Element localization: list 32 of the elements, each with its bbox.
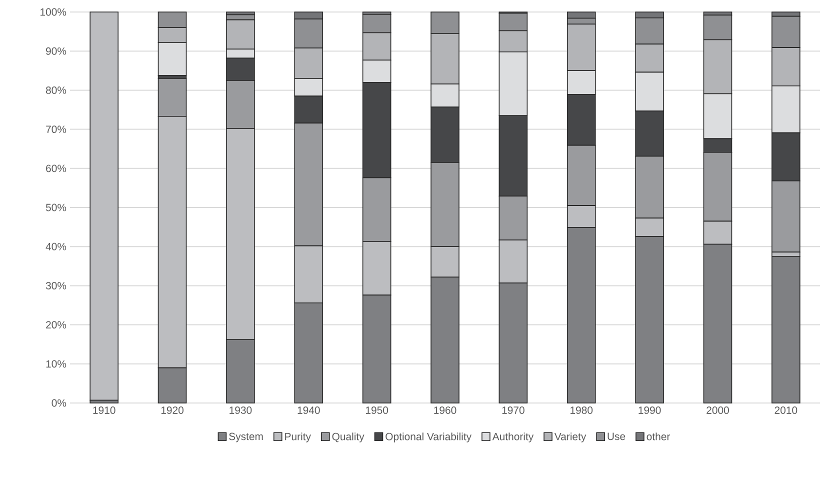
y-tick-label: 20% bbox=[46, 321, 66, 329]
y-tick-label: 70% bbox=[46, 126, 66, 134]
bar bbox=[772, 256, 800, 404]
x-tick-label: 1910 bbox=[93, 406, 116, 414]
y-tick-label: 100% bbox=[40, 8, 66, 16]
legend-label: Quality bbox=[332, 432, 364, 442]
y-tick-label: 80% bbox=[46, 86, 66, 94]
y-tick-label: 50% bbox=[46, 204, 66, 212]
x-tick-label: 1990 bbox=[638, 406, 661, 414]
y-tick-label: 0% bbox=[52, 399, 66, 407]
y-tick-label: 60% bbox=[46, 164, 66, 172]
x-tick-label: 1970 bbox=[502, 406, 524, 414]
y-tick-label: 90% bbox=[46, 47, 66, 55]
legend-label: Use bbox=[608, 432, 626, 440]
legend-label: Purity bbox=[285, 432, 311, 442]
x-tick-label: 1980 bbox=[570, 406, 593, 414]
bar bbox=[90, 12, 118, 401]
x-tick-label: 1940 bbox=[298, 406, 320, 414]
x-tick-label: 1950 bbox=[366, 406, 388, 414]
x-tick-label: 1960 bbox=[434, 406, 456, 414]
y-tick-label: 30% bbox=[46, 282, 66, 290]
x-tick-label: 2010 bbox=[774, 406, 798, 414]
x-tick-label: 1930 bbox=[230, 406, 252, 414]
y-tick-label: 10% bbox=[46, 360, 66, 368]
x-tick-label: 2000 bbox=[706, 406, 729, 414]
legend-label: System bbox=[229, 432, 263, 442]
legend-label: Authority bbox=[492, 432, 534, 442]
legend-label: other bbox=[646, 432, 670, 440]
legend-label: Variety bbox=[554, 432, 586, 442]
x-tick-label: 1920 bbox=[161, 406, 184, 414]
legend-label: Optional Variability bbox=[386, 432, 472, 442]
y-tick-label: 40% bbox=[46, 242, 66, 250]
